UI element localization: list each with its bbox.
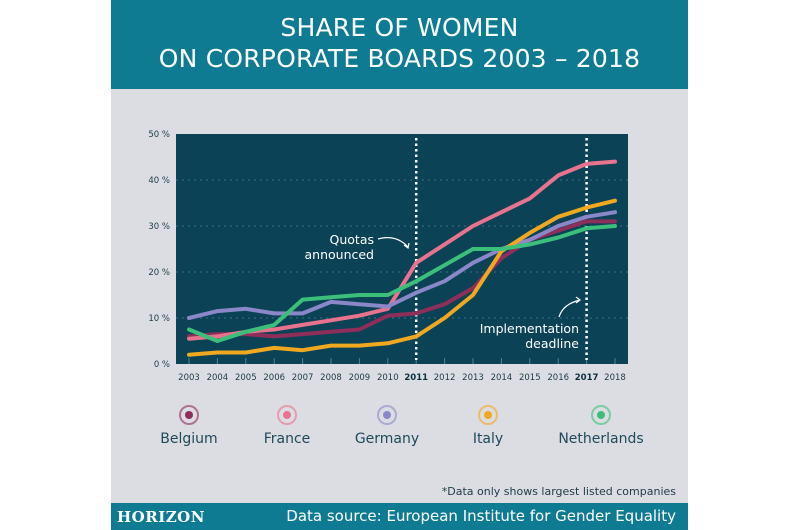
series-line-france	[187, 159, 617, 341]
series-line-italy	[187, 198, 617, 357]
x-tick-label: 2015	[519, 373, 541, 383]
legend-marker-icon	[179, 405, 199, 425]
series-line-belgium	[187, 219, 617, 339]
legend-label: France	[263, 431, 311, 447]
x-tick-label: 2012	[434, 373, 456, 383]
x-tick-label: 2016	[547, 373, 569, 383]
x-tick-label: 2009	[349, 373, 371, 383]
footer: HORIZON Data source: European Institute …	[111, 503, 688, 530]
infographic-panel: SHARE OF WOMEN ON CORPORATE BOARDS 2003 …	[111, 0, 688, 530]
line-chart: 0 % 10 % 20 % 30 % 40 % 50 % 2003 2004 2005 2006 2…	[148, 130, 628, 383]
annotation-quotas-line1: Quotas	[330, 232, 374, 247]
x-tick-label: 2005	[235, 373, 257, 383]
x-tick-label: 2003	[178, 373, 200, 383]
y-tick-label: 50 %	[148, 130, 170, 140]
y-tick-label: 0 %	[154, 360, 170, 370]
annotation-quotas-line2: announced	[305, 247, 375, 262]
legend-marker-icon	[277, 405, 297, 425]
x-tick-label: 2011	[404, 373, 428, 383]
legend-item-belgium: Belgium	[134, 405, 244, 447]
legend-marker-icon	[591, 405, 611, 425]
horizon-logo: HORIZON	[117, 508, 205, 526]
legend-label: Italy	[472, 431, 504, 447]
y-tick-label: 30 %	[148, 222, 170, 232]
legend-item-italy: Italy	[433, 405, 543, 447]
curved-arrow-icon	[377, 237, 409, 248]
title-line-2: ON CORPORATE BOARDS 2003 – 2018	[158, 44, 641, 73]
series-line-germany	[187, 210, 617, 320]
x-tick-label: 2010	[377, 373, 399, 383]
x-tick-label: 2006	[263, 373, 285, 383]
x-tick-label: 2018	[604, 373, 626, 383]
x-tick-label: 2013	[462, 373, 484, 383]
y-tick-label: 10 %	[148, 314, 170, 324]
plot-area	[176, 134, 628, 364]
y-tick-label: 40 %	[148, 176, 170, 186]
x-tick-label: 2017	[575, 373, 599, 383]
annotation-deadline-line2: deadline	[525, 336, 579, 351]
x-tick-label: 2007	[292, 373, 314, 383]
legend-label: Belgium	[160, 431, 218, 447]
title-line-1: SHARE OF WOMEN	[280, 13, 519, 42]
legend-marker-icon	[377, 405, 397, 425]
data-source: Data source: European Institute for Gend…	[286, 507, 676, 525]
footnote: *Data only shows largest listed companie…	[441, 485, 676, 498]
annotation-deadline-line1: Implementation	[480, 321, 579, 336]
legend-label: Netherlands	[558, 431, 644, 447]
curved-arrow-icon	[558, 299, 581, 318]
x-tick-label: 2014	[491, 373, 513, 383]
x-tick-label: 2004	[207, 373, 229, 383]
legend-label: Germany	[354, 431, 420, 447]
legend-item-netherlands: Netherlands	[546, 405, 656, 447]
legend-item-germany: Germany	[332, 405, 442, 447]
legend-item-france: France	[232, 405, 342, 447]
y-tick-label: 20 %	[148, 268, 170, 278]
arrow-head-icon	[575, 296, 581, 304]
series-line-netherlands	[187, 224, 617, 343]
header: SHARE OF WOMEN ON CORPORATE BOARDS 2003 …	[111, 0, 688, 89]
arrow-head-icon	[403, 242, 410, 250]
legend-marker-icon	[478, 405, 498, 425]
x-tick-label: 2008	[320, 373, 342, 383]
